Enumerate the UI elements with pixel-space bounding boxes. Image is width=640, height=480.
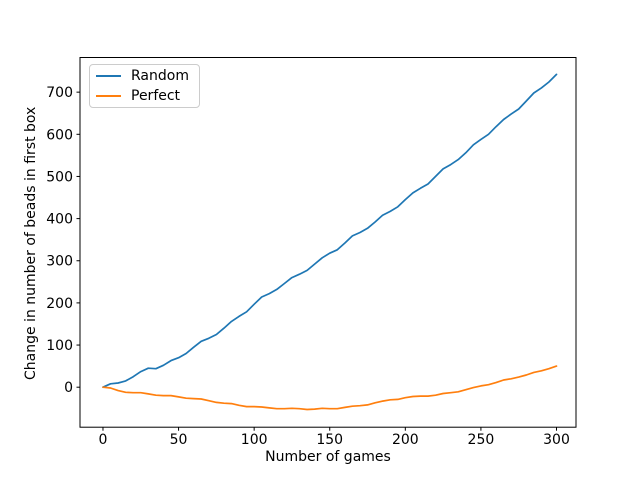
x-tick-label: 200 [392,432,419,448]
x-axis-label: Number of games [265,449,391,465]
y-tick-label: 600 [46,127,73,143]
y-tick-label: 500 [46,169,73,185]
y-tick-label: 0 [64,380,73,396]
y-tick-label: 100 [46,338,73,354]
x-tick-label: 100 [241,432,268,448]
axes-spines [79,57,577,428]
legend-item-perfect: Perfect [96,87,189,105]
y-tick-label: 200 [46,296,73,312]
legend-line-swatch-random [96,75,121,77]
y-tick-label: 700 [46,85,73,101]
x-tick-label: 150 [316,432,343,448]
series-line-perfect [102,365,558,411]
x-tick-label: 0 [99,432,108,448]
x-tick-label: 250 [468,432,495,448]
y-tick-label: 400 [46,212,73,228]
legend-item-random: Random [96,67,189,85]
legend-line-swatch-perfect [96,95,121,97]
x-tick-label: 50 [170,432,188,448]
y-tick-label: 300 [46,254,73,270]
legend: Random Perfect [89,64,200,108]
x-tick-label: 300 [543,432,570,448]
legend-label-perfect: Perfect [131,88,181,104]
legend-label-random: Random [131,68,189,84]
series-line-random [102,73,558,389]
y-axis-label: Change in number of beads in first box [23,106,39,380]
